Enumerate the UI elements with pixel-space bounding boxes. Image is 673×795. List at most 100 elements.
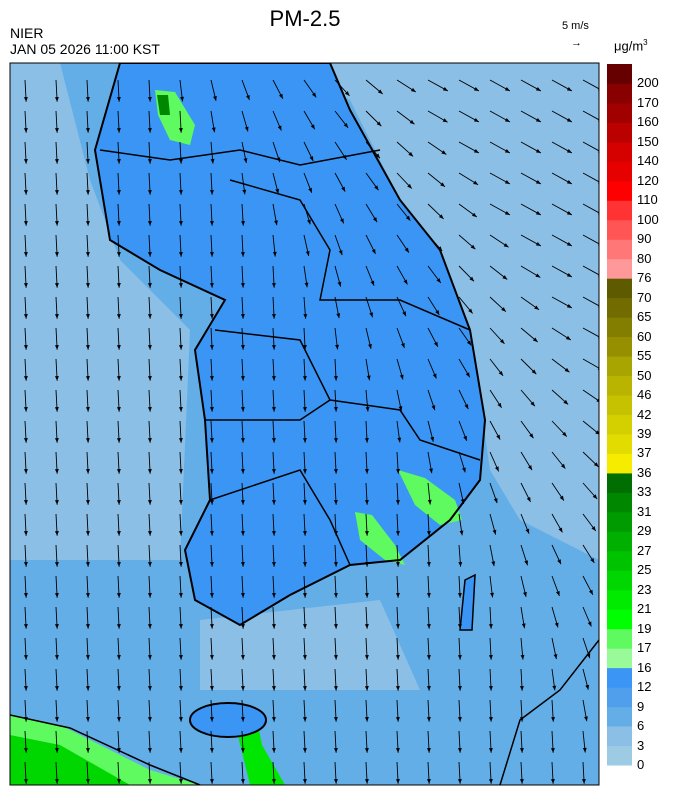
colorbar-tick-label: 42 [637, 406, 652, 422]
wind-arrow-head [85, 190, 90, 195]
wind-arrow-head [494, 466, 499, 472]
wind-arrow-head [562, 431, 567, 437]
wind-arrow-head [116, 407, 121, 412]
wind-arrow-head [337, 281, 342, 287]
wind-arrow-head [147, 624, 152, 629]
wind-arrow-head [116, 283, 121, 288]
wind-arrow-head [116, 717, 121, 722]
wind-arrow-head [178, 500, 183, 505]
wind-arrow-head [524, 560, 528, 566]
wind-arrow-head [429, 468, 433, 474]
wind-arrow-head [211, 127, 216, 133]
wind-arrow-head [457, 624, 462, 629]
wind-arrow-head [54, 407, 59, 412]
wind-arrow-head [310, 124, 315, 130]
wind-arrow-head [426, 593, 431, 598]
wind-arrow-head [364, 748, 369, 753]
wind-arrow-head [333, 500, 338, 505]
wind-arrow-head [374, 185, 379, 191]
wind-arrow-head [426, 655, 431, 660]
wind-arrow-head [582, 747, 587, 753]
wind-arrow-head [551, 717, 555, 722]
wind-arrow-head [333, 593, 338, 598]
wind-arrow-head [116, 686, 121, 691]
wind-arrow-head [147, 407, 152, 412]
colorbar-segment [607, 64, 632, 84]
wind-arrow-head [178, 686, 183, 691]
wind-arrow-head [271, 593, 276, 598]
wind-arrow-head [23, 779, 28, 784]
wind-arrow-head [566, 211, 572, 215]
wind-arrow-head [54, 252, 59, 257]
wind-arrow-head [395, 500, 400, 505]
wind-arrow-head [116, 779, 121, 784]
wind-arrow-head [566, 242, 572, 246]
wind-arrow-head [556, 590, 560, 596]
colorbar-tick-label: 27 [637, 542, 652, 558]
colorbar-segment [607, 161, 632, 182]
colorbar-segment [607, 706, 632, 727]
wind-arrow-head [519, 686, 524, 691]
wind-arrow-head [240, 345, 245, 350]
wind-arrow-head [552, 685, 557, 691]
colorbar-segment [607, 83, 632, 104]
wind-arrow-head [23, 748, 28, 753]
colorbar-tick-label: 50 [637, 367, 652, 383]
wind-arrow-head [457, 717, 462, 722]
wind-arrow-head [395, 717, 400, 722]
colorbar-segment [607, 258, 632, 279]
wind-arrow-head [178, 252, 183, 257]
wind-arrow-head [147, 221, 152, 226]
wind-arrow-head [535, 87, 541, 91]
wind-arrow-head [398, 406, 403, 412]
wind-arrow-head [178, 562, 183, 567]
wind-arrow-head [85, 97, 90, 102]
wind-arrow-head [560, 463, 566, 469]
wind-arrow-head [504, 87, 510, 91]
wind-arrow-head [178, 624, 183, 629]
wind-arrow-head [209, 655, 214, 660]
wind-arrow-head [498, 370, 504, 376]
colorbar-tick-label: 76 [637, 270, 652, 286]
wind-arrow-head [396, 469, 400, 474]
wind-arrow-head [395, 593, 400, 598]
wind-arrow [582, 265, 599, 276]
wind-arrow-head [432, 373, 437, 379]
wind-arrow-head [116, 221, 121, 226]
wind-arrow-head [23, 376, 28, 381]
wind-arrow-head [464, 404, 469, 410]
wind-arrow-head [404, 247, 409, 253]
wind-arrow-head [85, 128, 90, 133]
wind-arrow-head [23, 221, 28, 226]
wind-arrow-head [240, 500, 245, 505]
wind-arrow-head [433, 341, 438, 347]
wind-arrow-head [147, 252, 152, 257]
wind-arrow-head [581, 779, 586, 784]
wind-arrow-head [395, 562, 400, 567]
wind-arrow-head [178, 345, 183, 350]
wind-arrow-head [584, 716, 588, 722]
wind-arrow-head [591, 526, 596, 532]
wind-arrow-head [564, 367, 570, 373]
wind-arrow-head [427, 499, 432, 505]
wind-arrow-head [550, 779, 555, 784]
wind-arrow-head [442, 87, 448, 91]
wind-arrow-head [147, 686, 152, 691]
wind-arrow-head [240, 624, 245, 629]
wind-arrow [582, 172, 599, 183]
chart-title: PM-2.5 [269, 6, 341, 31]
wind-arrow-head [54, 562, 59, 567]
map-area [10, 63, 599, 785]
wind-arrow-head [457, 593, 462, 598]
wind-arrow-head [364, 779, 369, 784]
wind-arrow-head [365, 406, 370, 412]
wind-arrow-head [302, 500, 307, 505]
wind-arrow-head [430, 436, 435, 442]
wind-arrow-head [240, 655, 245, 660]
colorbar-tick-label: 21 [637, 601, 652, 617]
wind-arrow-head [240, 593, 245, 598]
province-boundary [229, 179, 471, 331]
wind-arrow-head [504, 149, 510, 153]
wind-arrow-head [85, 221, 90, 226]
wind-vectors [23, 79, 599, 784]
